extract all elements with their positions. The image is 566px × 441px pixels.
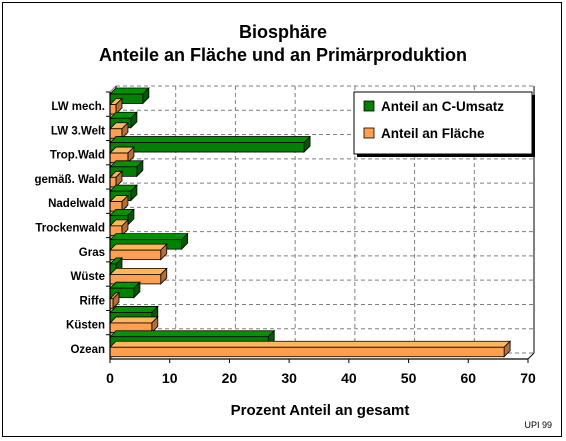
legend-label: Anteil an C-Umsatz bbox=[381, 99, 504, 114]
y-tick-label: Riffe bbox=[79, 295, 105, 307]
legend-swatch bbox=[363, 100, 375, 112]
x-tick-label: 30 bbox=[281, 370, 297, 386]
grid-line-diagonal bbox=[109, 85, 117, 93]
chart-subtitle: Anteile an Fläche und an Primärproduktio… bbox=[98, 45, 468, 65]
axis-depth-line bbox=[527, 352, 535, 360]
y-tick-label: Gras bbox=[79, 247, 105, 259]
bar-top-face bbox=[109, 243, 168, 251]
bar-top-face bbox=[109, 136, 312, 143]
y-tick-label: Trockenwald bbox=[35, 223, 105, 235]
credit-text: UPI 99 bbox=[524, 420, 552, 430]
x-tick-label: 0 bbox=[106, 370, 114, 386]
y-tick-label: gemäß. Wald bbox=[35, 174, 106, 186]
bar bbox=[109, 104, 117, 115]
chart-title: Biosphäre bbox=[238, 22, 328, 42]
bar-top-face bbox=[109, 340, 512, 348]
bar-top-face bbox=[109, 268, 168, 275]
x-tick-label: 50 bbox=[401, 370, 417, 386]
legend-label: Anteil an Fläche bbox=[381, 126, 485, 141]
bar-top-face bbox=[109, 316, 159, 324]
y-tick-label: Trop.Wald bbox=[50, 150, 105, 162]
legend-box bbox=[353, 91, 533, 155]
x-tick-label: 40 bbox=[341, 370, 357, 386]
bar-top-face bbox=[109, 306, 159, 313]
bar-top-face bbox=[109, 87, 150, 95]
bar-top-face bbox=[109, 233, 189, 241]
y-tick-label: LW 3.Welt bbox=[51, 125, 105, 137]
bar bbox=[109, 346, 505, 358]
y-tick-label: LW mech. bbox=[51, 101, 105, 113]
y-tick-label: Küsten bbox=[66, 320, 105, 332]
y-tick-label: Wüste bbox=[71, 271, 106, 283]
y-tick-label: Nadelwald bbox=[48, 198, 105, 210]
y-tick-label: Ozean bbox=[70, 344, 105, 356]
x-tick-label: 20 bbox=[222, 370, 238, 386]
legend-swatch bbox=[363, 127, 375, 139]
x-tick-label: 60 bbox=[460, 370, 476, 386]
bar bbox=[109, 176, 117, 188]
x-tick-label: 70 bbox=[520, 370, 536, 386]
x-tick-label: 10 bbox=[162, 370, 178, 386]
x-axis-label: Prozent Anteil an gesamt bbox=[230, 402, 410, 419]
bar-top-face bbox=[109, 330, 276, 338]
bar bbox=[109, 142, 305, 153]
